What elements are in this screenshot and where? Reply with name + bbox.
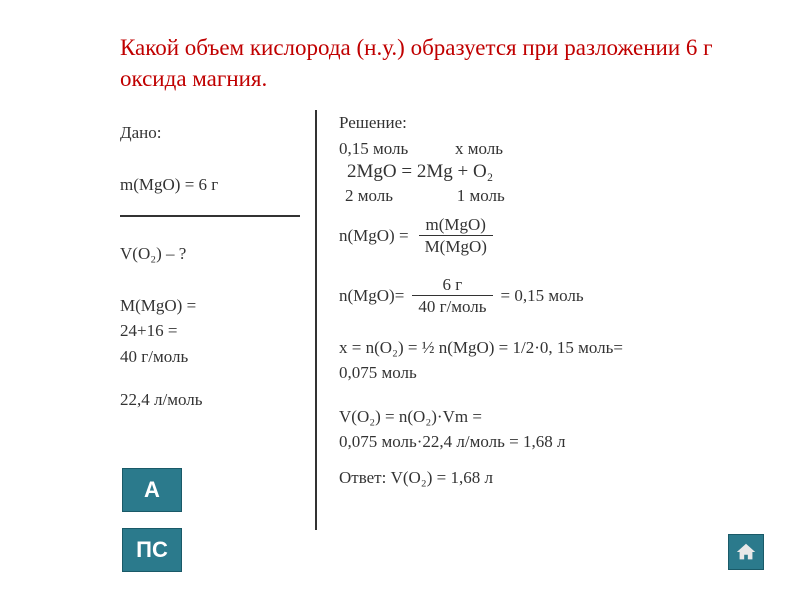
content-area: Дано: m(MgO) = 6 г V(O₂) – ? M(MgO) = 24… [0,102,800,530]
vm-value: 22,4 л/моль [120,387,300,413]
solution-column: Решение: 0,15 моль х моль 2MgO = 2Mg + O… [315,110,760,530]
molar-sum: 24+16 = [120,318,300,344]
find-value: V(O₂) – ? [120,241,300,267]
given-mass: m(MgO) = 6 г [120,172,300,198]
solution-heading: Решение: [339,110,760,136]
n-formula-num: m(MgO) [419,215,493,237]
n-calc-fraction: 6 г 40 г/моль [412,275,492,317]
answer: Ответ: V(O₂) = 1,68 л [339,465,760,491]
molar-label: M(MgO) = [120,293,300,319]
n-calc-den: 40 г/моль [412,296,492,317]
n-formula-fraction: m(MgO) M(MgO) [419,215,493,257]
n-calc: n(MgO)= 6 г 40 г/моль = 0,15 моль [339,275,760,317]
tag-ps-button[interactable]: ПС [122,528,182,572]
chemical-equation: 2MgO = 2Mg + O₂ [339,161,760,183]
given-heading: Дано: [120,120,300,146]
n-formula: n(MgO) = m(MgO) M(MgO) [339,215,760,257]
x-line-2: 0,075 моль [339,360,760,386]
n-calc-left: n(MgO)= [339,283,404,309]
n-formula-den: M(MgO) [419,236,493,257]
molar-value: 40 г/моль [120,344,300,370]
home-icon [735,541,757,563]
n-calc-result: = 0,15 моль [501,283,584,309]
v-line-1: V(O₂) = n(O₂)·Vm = [339,404,760,430]
n-calc-num: 6 г [412,275,492,297]
problem-title: Какой объем кислорода (н.у.) образуется … [0,0,800,102]
given-divider [120,215,300,217]
stoich-top: 0,15 моль х моль [339,136,760,162]
n-formula-left: n(MgO) = [339,223,409,249]
tag-a-button[interactable]: А [122,468,182,512]
home-button[interactable] [728,534,764,570]
x-line-1: x = n(O₂) = ½ n(MgO) = 1/2·0, 15 моль= [339,335,760,361]
v-line-2: 0,075 моль·22,4 л/моль = 1,68 л [339,429,760,455]
stoich-bottom: 2 моль 1 моль [339,183,760,209]
